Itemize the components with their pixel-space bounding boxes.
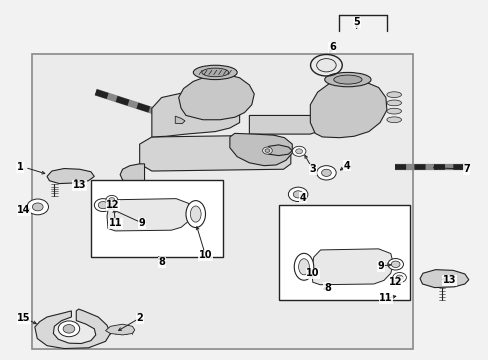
Text: 12: 12 <box>106 200 120 210</box>
Bar <box>32 54 412 348</box>
Text: 4: 4 <box>343 161 349 171</box>
Text: 4: 4 <box>299 193 306 203</box>
Circle shape <box>58 321 80 337</box>
Polygon shape <box>419 270 468 288</box>
Ellipse shape <box>386 92 401 98</box>
Circle shape <box>63 324 75 333</box>
Circle shape <box>94 199 112 212</box>
Polygon shape <box>229 134 292 166</box>
Polygon shape <box>249 116 322 134</box>
Circle shape <box>292 146 305 156</box>
Polygon shape <box>105 324 135 335</box>
Circle shape <box>27 199 48 215</box>
Circle shape <box>293 191 303 198</box>
Circle shape <box>106 195 118 204</box>
Ellipse shape <box>202 68 228 77</box>
Ellipse shape <box>294 253 313 280</box>
Text: 8: 8 <box>158 257 165 267</box>
Ellipse shape <box>386 100 401 106</box>
Text: 15: 15 <box>17 313 31 323</box>
Circle shape <box>288 187 307 202</box>
Polygon shape <box>35 309 110 348</box>
Text: 10: 10 <box>198 250 212 260</box>
Ellipse shape <box>193 65 237 80</box>
Bar <box>33 55 411 348</box>
Polygon shape <box>311 249 392 285</box>
Polygon shape <box>152 92 239 137</box>
Text: 9: 9 <box>139 218 145 228</box>
Polygon shape <box>178 74 254 120</box>
Text: 2: 2 <box>136 313 143 323</box>
Circle shape <box>98 202 108 209</box>
Polygon shape <box>120 164 144 184</box>
Text: 8: 8 <box>323 283 330 293</box>
Circle shape <box>262 147 272 154</box>
Text: 7: 7 <box>462 164 469 174</box>
Text: 10: 10 <box>305 268 319 278</box>
Polygon shape <box>47 168 94 184</box>
Ellipse shape <box>185 201 205 228</box>
Circle shape <box>32 203 43 211</box>
Text: 12: 12 <box>388 277 402 287</box>
Ellipse shape <box>190 206 201 222</box>
Circle shape <box>316 166 335 180</box>
Text: 6: 6 <box>328 42 335 52</box>
Text: 1: 1 <box>17 162 23 172</box>
Bar <box>91 180 222 257</box>
Circle shape <box>264 149 269 152</box>
Polygon shape <box>264 145 292 156</box>
Ellipse shape <box>333 75 361 84</box>
Ellipse shape <box>324 72 370 87</box>
Circle shape <box>395 275 402 280</box>
Polygon shape <box>175 116 184 124</box>
Polygon shape <box>107 199 190 231</box>
Text: 14: 14 <box>17 206 31 216</box>
Ellipse shape <box>316 59 335 72</box>
Polygon shape <box>140 135 290 171</box>
Text: 5: 5 <box>352 17 359 27</box>
Text: 9: 9 <box>377 261 384 271</box>
Bar <box>278 205 409 300</box>
Circle shape <box>390 261 399 267</box>
Text: 11: 11 <box>378 293 392 303</box>
Text: 13: 13 <box>442 275 455 285</box>
Text: 3: 3 <box>309 164 316 174</box>
Ellipse shape <box>386 108 401 114</box>
Text: 11: 11 <box>108 218 122 228</box>
Ellipse shape <box>298 259 309 275</box>
Circle shape <box>109 198 115 202</box>
Circle shape <box>387 258 403 270</box>
Circle shape <box>321 169 330 176</box>
Ellipse shape <box>386 117 401 123</box>
Text: 13: 13 <box>73 180 86 190</box>
Circle shape <box>295 149 302 154</box>
Polygon shape <box>310 80 386 138</box>
Circle shape <box>392 273 406 283</box>
